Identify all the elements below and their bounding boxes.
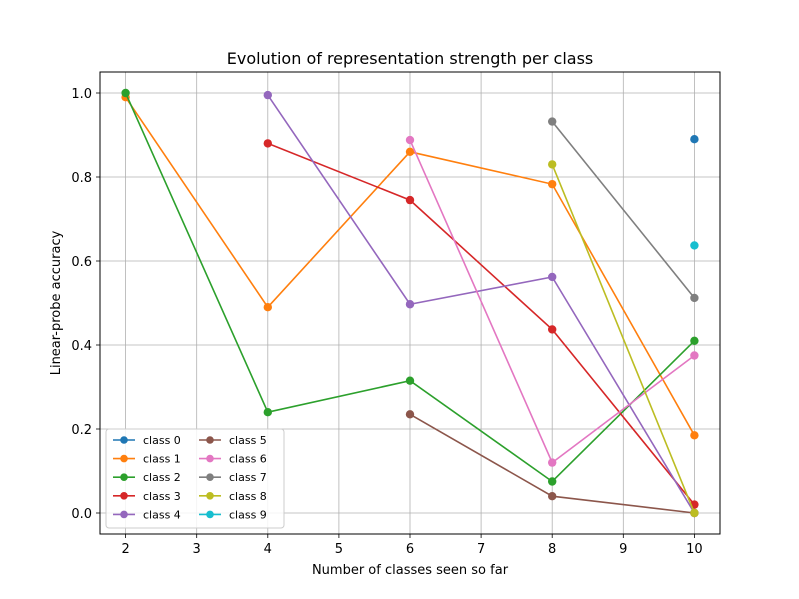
legend-label: class 9 (229, 508, 267, 521)
data-point (690, 336, 699, 345)
data-point (405, 410, 415, 419)
data-point (548, 272, 557, 282)
data-point (121, 88, 130, 98)
series-class-1 (121, 93, 699, 440)
data-point (263, 303, 272, 312)
legend-swatch-marker (206, 492, 214, 500)
data-point (263, 90, 272, 100)
legend-swatch-marker (120, 492, 128, 500)
legend-entry: class 7 (199, 471, 267, 484)
x-tick-label: 6 (406, 542, 414, 557)
data-point (690, 135, 699, 144)
data-point (548, 492, 557, 501)
data-point (690, 293, 699, 303)
tick-layer: 2 3 4 5 6 7 8 9 10 0.0 0.2 0.4 0.6 0.8 1.0 (71, 87, 702, 557)
legend-swatch-marker (206, 510, 214, 519)
legend-label: class 0 (143, 434, 181, 447)
data-point (548, 179, 557, 189)
data-point (263, 139, 272, 148)
legend-entry: class 4 (113, 508, 181, 521)
series-class-9 (690, 241, 699, 250)
y-tick-label: 0.8 (71, 171, 92, 186)
series-line (551, 164, 696, 514)
data-point (690, 351, 699, 360)
x-tick-label: 8 (548, 542, 556, 557)
data-point (690, 508, 699, 518)
series-line (267, 142, 696, 506)
x-tick-label: 9 (619, 542, 627, 557)
data-point (405, 135, 415, 145)
data-point (548, 160, 557, 169)
legend-label: class 4 (143, 508, 181, 521)
legend-label: class 2 (143, 471, 181, 484)
y-tick-label: 0.6 (71, 255, 92, 270)
series-class-7 (548, 117, 699, 303)
y-tick-label: 1.0 (71, 87, 92, 102)
legend-box (105, 428, 285, 529)
series-class-6 (405, 135, 699, 467)
data-point (690, 241, 699, 250)
grid-layer (100, 72, 720, 534)
legend-entry: class 8 (199, 490, 267, 503)
x-tick-label: 7 (477, 542, 485, 557)
legend-swatch-marker (206, 473, 214, 482)
x-tick-label: 4 (264, 542, 272, 557)
data-point (405, 300, 415, 309)
legend-label: class 7 (229, 471, 267, 484)
legend-entry: class 2 (113, 471, 181, 484)
legend-label: class 5 (229, 434, 267, 447)
y-tick-label: 0.4 (71, 339, 92, 354)
series-class-3 (263, 139, 699, 509)
series-class-2 (121, 88, 699, 486)
y-tick-label: 0.2 (71, 423, 92, 438)
legend-swatch-marker (120, 436, 128, 444)
legend-label: class 3 (143, 490, 181, 503)
legend-label: class 8 (229, 490, 267, 503)
data-point (548, 117, 557, 126)
x-tick-label: 5 (335, 542, 343, 557)
legend-entry: class 6 (199, 453, 267, 466)
series-line (551, 121, 696, 299)
series-layer (121, 88, 699, 518)
legend-swatch-marker (206, 454, 214, 463)
legend-swatch-marker (120, 473, 128, 482)
data-point (405, 195, 415, 205)
legend-entry: class 0 (113, 434, 181, 447)
y-tick-label: 0.0 (71, 507, 92, 522)
legend-entry: class 5 (199, 434, 267, 447)
series-class-0 (690, 135, 699, 144)
legend-swatch-marker (120, 454, 128, 463)
x-tick-label: 10 (686, 542, 703, 557)
legend-swatch-marker (120, 510, 128, 519)
data-point (548, 477, 557, 486)
chart-title: Evolution of representation strength per… (227, 49, 593, 68)
series-class-8 (548, 160, 699, 518)
data-point (405, 376, 415, 385)
x-tick-label: 2 (121, 542, 129, 557)
data-point (548, 325, 557, 334)
data-point (405, 147, 415, 156)
y-axis-title: Linear-probe accuracy (49, 230, 64, 375)
legend-swatch-marker (206, 436, 214, 444)
x-axis-title: Number of classes seen so far (312, 563, 509, 578)
legend: class 0 class 1 class 2 class 3 class 4 class… (105, 428, 285, 529)
data-point (263, 408, 272, 417)
data-point (690, 431, 699, 440)
legend-entry: class 9 (199, 508, 267, 521)
x-tick-label: 3 (193, 542, 201, 557)
legend-entry: class 1 (113, 453, 181, 466)
legend-label: class 1 (143, 453, 181, 466)
legend-entry: class 3 (113, 490, 181, 503)
legend-label: class 6 (229, 453, 267, 466)
data-point (548, 458, 557, 467)
series-line (267, 94, 696, 514)
